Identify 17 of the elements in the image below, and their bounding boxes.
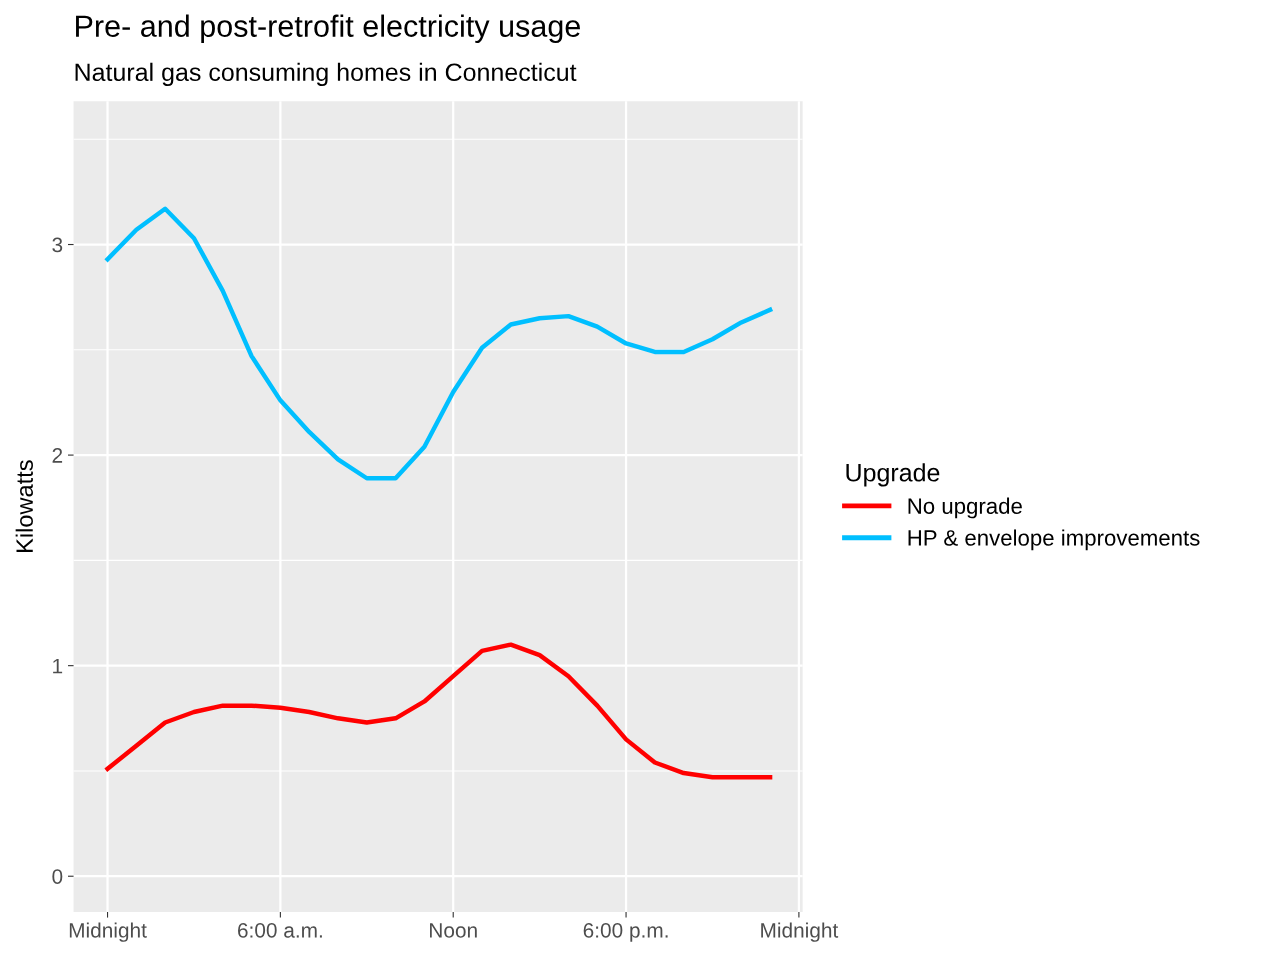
- chart-subtitle: Natural gas consuming homes in Connecticut: [75, 62, 577, 87]
- x-tick-label: Noon: [430, 923, 477, 938]
- y-tick-label: 2: [52, 448, 63, 463]
- legend-label: HP & envelope improvements: [908, 529, 1200, 551]
- y-tick-label: 1: [53, 658, 63, 674]
- line-series: [105, 642, 773, 780]
- x-tick-label: Midnight: [69, 922, 147, 942]
- x-tick-label: Midnight: [761, 922, 839, 942]
- y-tick-label: 3: [52, 237, 63, 253]
- chart-title: Pre- and post-retrofit electricity usage: [76, 14, 580, 44]
- y-axis-title: Kilowatts: [15, 460, 33, 552]
- x-tick-label: 6:00 a.m.: [238, 922, 322, 938]
- line-series: [105, 206, 773, 481]
- x-tick-label: 6:00 p.m.: [583, 922, 668, 942]
- legend-label: No upgrade: [908, 497, 1022, 519]
- y-tick-label: 0: [52, 869, 63, 884]
- legend-title: Upgrade: [846, 463, 940, 487]
